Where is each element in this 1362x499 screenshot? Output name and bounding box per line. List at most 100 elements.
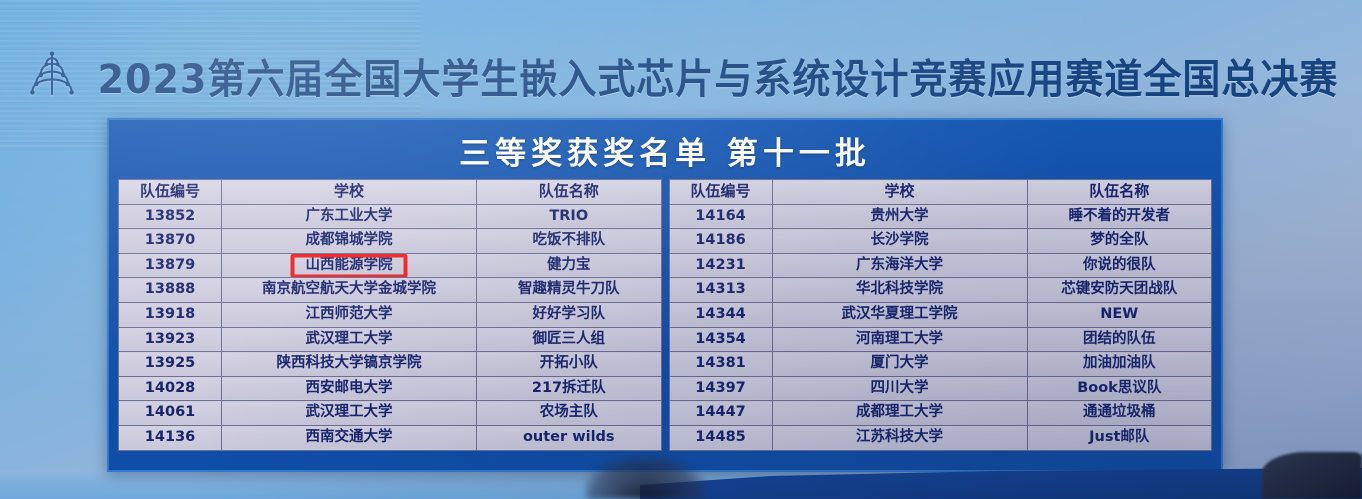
cell-team-name: TRIO <box>476 203 662 230</box>
panel-title: 三等奖获奖名单 第十一批 <box>459 136 871 172</box>
cell-team-name: 开拓小队 <box>476 351 662 377</box>
cell-team-name: 通通垃圾桶 <box>1026 400 1213 426</box>
table-header-row: 队伍编号 学校 队伍名称 <box>117 179 662 205</box>
cell-school: 武汉理工大学 <box>221 326 478 353</box>
table-row: 13923 武汉理工大学 御匠三人组 <box>117 326 662 353</box>
cell-school: 广东海洋大学 <box>771 252 1028 279</box>
table-row: 14381 厦门大学 加油加油队 <box>668 351 1213 377</box>
cell-school: 河南理工大学 <box>771 326 1028 353</box>
award-panel: 三等奖获奖名单 第十一批 队伍编号 学校 队伍名称 13852 广东工业大学 TRI… <box>107 118 1223 472</box>
right-table-wrapper: 队伍编号 学校 队伍名称 14164 贵州大学 睡不着的开发者 14186 长沙学院 梦的… <box>668 179 1213 451</box>
table-row: 13879 山西能源学院 健力宝 <box>117 252 662 279</box>
cell-team-id: 14344 <box>668 301 773 328</box>
cell-school: 华北科技学院 <box>771 277 1028 303</box>
cell-school: 武汉理工大学 <box>221 400 478 426</box>
table-header-row: 队伍编号 学校 队伍名称 <box>668 179 1213 205</box>
cell-team-id: 14061 <box>117 400 223 426</box>
cell-team-name: 农场主队 <box>476 400 662 426</box>
slide-header: 2023第六届全国大学生嵌入式芯片与系统设计竞赛应用赛道全国总决赛 <box>0 44 1362 106</box>
audience-head-silhouette <box>585 456 705 499</box>
left-table-body: 13852 广东工业大学 TRIO 13870 成都锦城学院 吃饭不排队 13879 山西能源… <box>117 203 662 451</box>
cell-team-name: Book思议队 <box>1026 375 1213 402</box>
table-row: 14313 华北科技学院 芯键安防天团战队 <box>668 277 1213 303</box>
cell-team-id: 14231 <box>668 252 773 279</box>
cell-school: 厦门大学 <box>771 351 1028 377</box>
table-row: 14231 广东海洋大学 你说的很队 <box>668 252 1213 279</box>
table-row: 14061 武汉理工大学 农场主队 <box>117 400 662 426</box>
page-title: 2023第六届全国大学生嵌入式芯片与系统设计竞赛应用赛道全国总决赛 <box>97 55 1339 103</box>
column-header-school: 学校 <box>221 179 478 205</box>
cell-team-id: 13870 <box>117 228 223 254</box>
cell-team-id: 14136 <box>117 424 223 451</box>
column-header-team-id: 队伍编号 <box>668 179 773 205</box>
cell-school: 陕西科技大学镐京学院 <box>221 351 478 377</box>
cell-team-name: outer wilds <box>476 424 662 451</box>
table-row: 13888 南京航空航天大学金城学院 智趣精灵牛刀队 <box>117 277 662 303</box>
cell-school: 南京航空航天大学金城学院 <box>221 277 478 303</box>
cell-school: 江苏科技大学 <box>771 424 1028 451</box>
cell-team-id: 13923 <box>117 326 223 353</box>
table-row: 14164 贵州大学 睡不着的开发者 <box>668 203 1213 230</box>
tables-container: 队伍编号 学校 队伍名称 13852 广东工业大学 TRIO 13870 成都锦城学院吃… <box>117 179 1213 451</box>
cell-school: 广东工业大学 <box>221 203 478 230</box>
cell-team-id: 13925 <box>117 351 223 377</box>
table-row: 13870 成都锦城学院 吃饭不排队 <box>117 228 662 254</box>
cell-team-id: 13852 <box>117 203 223 230</box>
table-row: 14186 长沙学院 梦的全队 <box>668 228 1213 254</box>
cell-school: 西南交通大学 <box>221 424 478 451</box>
column-header-team-name: 队伍名称 <box>1026 179 1213 205</box>
table-row: 14397 四川大学 Book思议队 <box>668 375 1213 402</box>
cell-team-name: NEW <box>1026 301 1213 328</box>
cell-team-id: 14381 <box>668 351 773 377</box>
column-header-team-id: 队伍编号 <box>117 179 223 205</box>
cell-team-name: 吃饭不排队 <box>476 228 662 254</box>
cell-school: 长沙学院 <box>771 228 1028 254</box>
cell-team-name: 睡不着的开发者 <box>1026 203 1213 230</box>
cell-team-id: 14164 <box>668 203 773 230</box>
cell-school: 成都锦城学院 <box>221 228 478 254</box>
cell-team-name: 你说的很队 <box>1026 252 1213 279</box>
cell-team-id: 14313 <box>668 277 773 303</box>
cell-school: 四川大学 <box>771 375 1028 402</box>
cell-team-id: 13918 <box>117 301 223 328</box>
cell-team-name: 智趣精灵牛刀队 <box>476 277 662 303</box>
table-row: 13852 广东工业大学 TRIO <box>117 203 662 230</box>
cell-team-name: 梦的全队 <box>1026 228 1213 254</box>
cell-team-name: 加油加油队 <box>1026 351 1213 377</box>
tree-emblem-logo <box>29 51 74 96</box>
left-awards-table: 队伍编号 学校 队伍名称 13852 广东工业大学 TRIO 13870 成都锦城学院吃… <box>117 179 662 451</box>
cell-team-id: 14447 <box>668 400 773 426</box>
cell-team-id: 14354 <box>668 326 773 353</box>
table-row: 14136 西南交通大学 outer wilds <box>117 424 662 451</box>
column-header-team-name: 队伍名称 <box>476 179 662 205</box>
cell-team-name: 好好学习队 <box>476 301 662 328</box>
cell-team-name: 217拆迁队 <box>476 375 662 402</box>
cell-team-name: 健力宝 <box>476 252 662 279</box>
cell-school: 山西能源学院 <box>221 252 478 279</box>
cell-school: 武汉华夏理工学院 <box>771 301 1028 328</box>
table-row: 13918 江西师范大学 好好学习队 <box>117 301 662 328</box>
table-row: 14447 成都理工大学 通通垃圾桶 <box>668 400 1213 426</box>
cell-team-id: 14186 <box>668 228 773 254</box>
cell-team-name: 御匠三人组 <box>476 326 662 353</box>
table-row: 14028 西安邮电大学 217拆迁队 <box>117 375 662 402</box>
foreground-person-shoulder <box>1262 452 1362 499</box>
cell-team-id: 14028 <box>117 375 223 402</box>
cell-team-id: 14397 <box>668 375 773 402</box>
table-row: 14485 江苏科技大学 Just邮队 <box>668 424 1213 451</box>
cell-team-id: 13879 <box>117 252 223 279</box>
cell-school: 西安邮电大学 <box>221 375 478 402</box>
table-row: 14354 河南理工大学 团结的队伍 <box>668 326 1213 353</box>
cell-team-name: 芯键安防天团战队 <box>1026 277 1213 303</box>
table-row: 14344 武汉华夏理工学院 NEW <box>668 301 1213 328</box>
cell-school: 江西师范大学 <box>221 301 478 328</box>
right-awards-table: 队伍编号 学校 队伍名称 14164 贵州大学 睡不着的开发者 14186 长沙学院 梦的… <box>668 179 1213 451</box>
red-highlight-box <box>290 254 408 277</box>
cell-team-name: Just邮队 <box>1026 424 1213 451</box>
right-table-body: 14164 贵州大学 睡不着的开发者 14186 长沙学院 梦的全队 14231 广东海洋大学… <box>668 203 1213 451</box>
cell-team-name: 团结的队伍 <box>1026 326 1213 353</box>
cell-team-id: 13888 <box>117 277 223 303</box>
cell-school: 成都理工大学 <box>771 400 1028 426</box>
table-row: 13925 陕西科技大学镐京学院 开拓小队 <box>117 351 662 377</box>
